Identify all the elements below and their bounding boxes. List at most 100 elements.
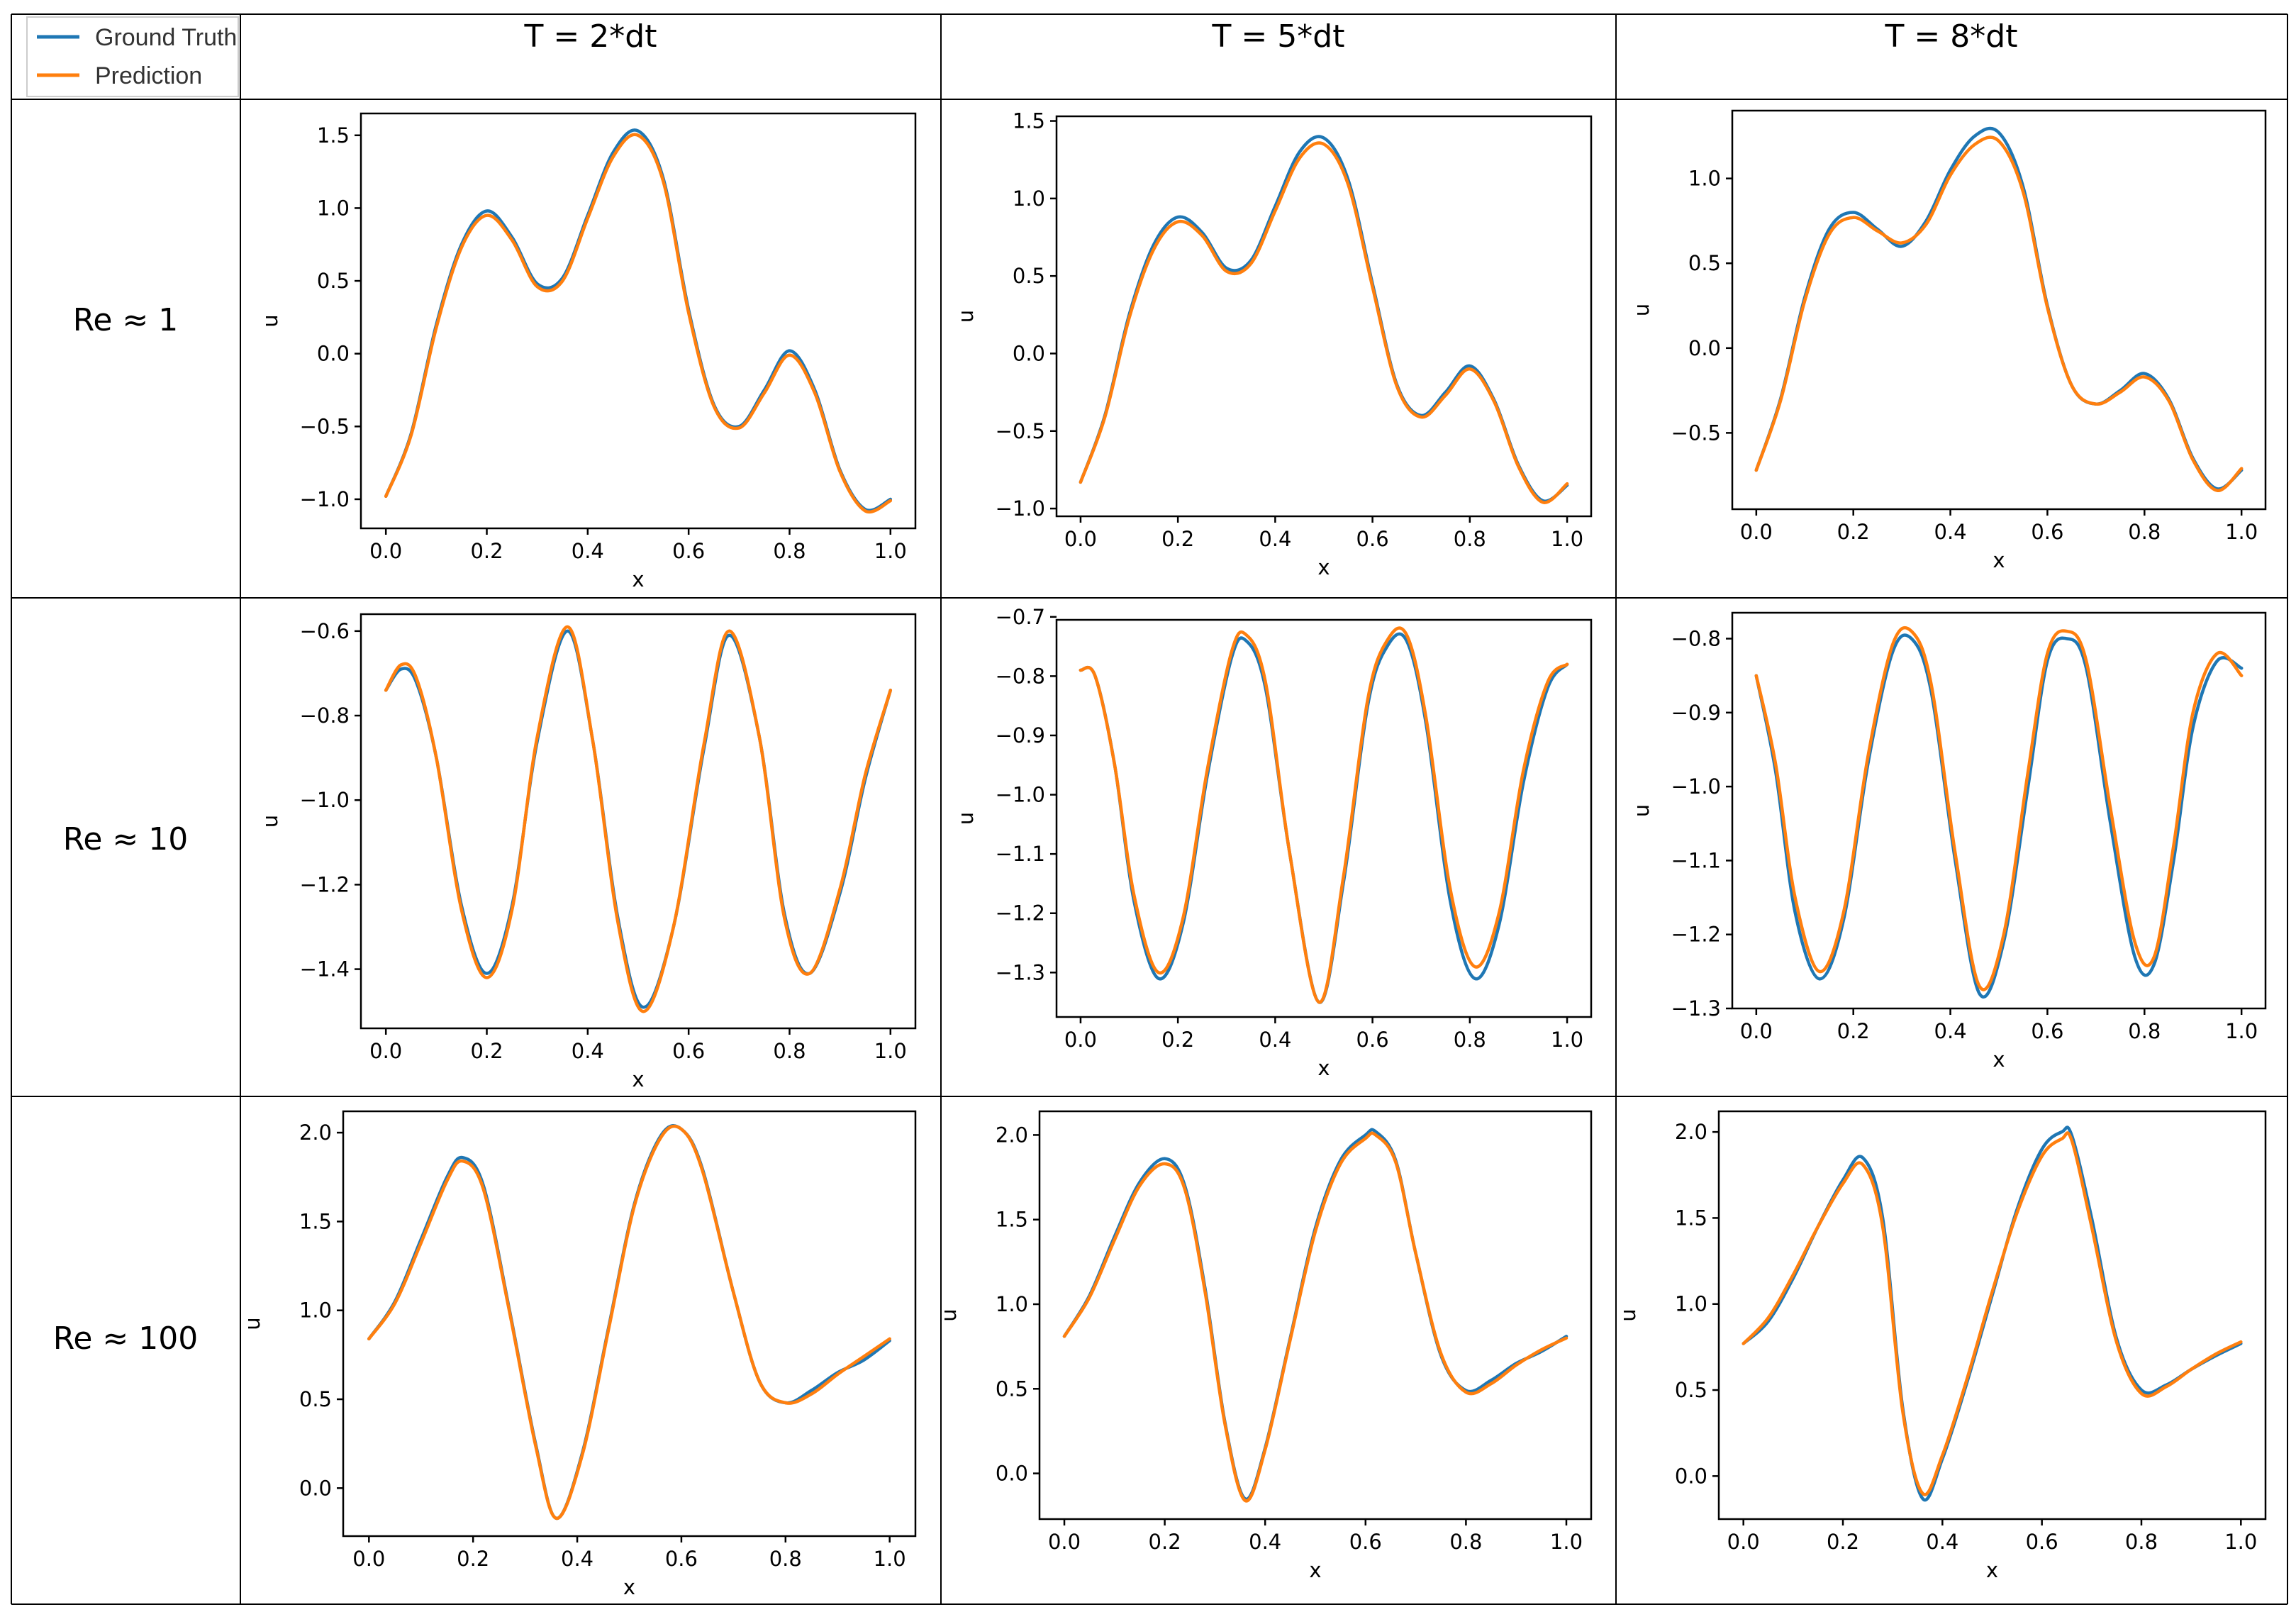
column-header-t8: T = 8*dt [1885,18,2018,55]
y-tick-label-r0c1: 0.5 [1013,264,1045,288]
axes-frame-r2c0 [342,1110,917,1538]
x-tick-label-r2c1: 0.2 [1149,1530,1181,1554]
x-tick-label-r1c2: 1.0 [2225,1019,2258,1043]
y-tick-label-r1c2: −1.2 [1671,923,1721,947]
axes-frame-r0c1 [1055,115,1593,518]
y-tick-label-r2c0: 2.0 [299,1121,332,1145]
x-tick-label-r1c0: 0.8 [773,1039,806,1063]
y-tick-label-r2c2: 2.0 [1675,1120,1707,1144]
series-line-prediction-r0c0 [384,133,893,514]
y-tick-label-r2c2: 0.5 [1675,1378,1707,1402]
subplot-r2c0: 0.0 0.2 0.4 0.6 0.8 1.0 0.0 0.5 1.0 1.5 2.0 x u [240,1110,917,1599]
y-tick-label-r0c2: −0.5 [1671,421,1721,445]
x-tick-label-r1c2: 0.4 [1934,1019,1967,1043]
y-tick-label-r2c0: 1.0 [299,1299,332,1323]
x-tick-label-r2c1: 0.4 [1249,1530,1281,1554]
y-tick-label-r1c0: −0.6 [300,619,350,643]
legend-box [26,16,239,97]
legend-label-ground-truth: Ground Truth [95,24,237,51]
x-axis-label-r0c1: x [1317,555,1330,579]
y-tick-label-r1c2: −1.0 [1671,774,1721,799]
y-tick-label-r2c2: 0.0 [1675,1464,1707,1488]
x-tick-label-r1c2: 0.2 [1837,1019,1870,1043]
x-tick-label-r2c0: 0.0 [352,1547,385,1571]
y-tick-label-r0c1: 1.0 [1013,187,1045,211]
y-tick-label-r0c0: 0.0 [317,342,350,366]
x-tick-label-r1c0: 0.2 [470,1039,503,1063]
x-tick-label-r0c0: 0.6 [672,539,705,563]
y-tick-label-r1c1: −0.8 [996,664,1045,688]
x-tick-label-r2c1: 0.8 [1449,1530,1482,1554]
x-axis-label-r0c0: x [632,567,644,591]
y-axis-label-r1c1: u [954,812,978,825]
series-line-ground-truth-r0c2 [1754,126,2244,491]
axes-frame-r1c2 [1731,611,2267,1010]
x-tick-label-r0c0: 1.0 [874,539,907,563]
y-tick-label-r1c2: −1.3 [1671,996,1721,1021]
x-tick-label-r2c1: 1.0 [1550,1530,1583,1554]
y-axis-label-r0c1: u [954,310,978,323]
x-tick-label-r1c1: 0.4 [1259,1028,1291,1052]
x-tick-label-r0c2: 0.2 [1837,520,1870,544]
x-tick-label-r0c0: 0.0 [369,539,402,563]
y-tick-label-r1c0: −1.0 [300,788,350,812]
legend-label-prediction: Prediction [95,62,202,89]
y-axis-label-r0c0: u [258,314,282,327]
column-header-t2: T = 2*dt [524,18,657,55]
y-tick-label-r2c0: 1.5 [299,1209,332,1233]
x-tick-label-r0c1: 0.0 [1064,527,1097,551]
x-tick-label-r2c0: 0.4 [561,1547,593,1571]
axes-frame-r0c0 [360,112,917,530]
x-tick-label-r0c2: 0.8 [2128,520,2161,544]
x-tick-label-r1c1: 0.8 [1454,1028,1486,1052]
x-tick-label-r1c1: 0.2 [1161,1028,1194,1052]
y-tick-label-r1c1: −1.2 [996,901,1045,925]
y-tick-label-r0c0: 1.5 [317,123,350,148]
row-header-re10: Re ≈ 10 [63,821,189,857]
subplot-r0c2: 0.0 0.2 0.4 0.6 0.8 1.0 −0.5 0.0 0.5 1.0 x u [1629,109,2267,572]
x-tick-label-r1c2: 0.6 [2031,1019,2063,1043]
y-tick-label-r2c1: 0.0 [996,1462,1028,1486]
x-tick-label-r1c0: 0.4 [572,1039,604,1063]
y-axis-label-r2c2: u [1616,1308,1640,1321]
x-tick-label-r2c2: 0.8 [2125,1530,2158,1554]
y-tick-label-r1c2: −0.8 [1671,627,1721,651]
y-tick-label-r0c1: 0.0 [1013,341,1045,365]
y-tick-label-r0c0: −0.5 [300,414,350,438]
x-tick-label-r1c0: 0.6 [672,1039,705,1063]
subplot-r1c2: 0.0 0.2 0.4 0.6 0.8 1.0 −1.3 −1.2 −1.1 −1.0 −0.9 −0… [1629,611,2267,1072]
y-tick-label-r2c2: 1.5 [1675,1206,1707,1230]
subplots: 0.0 0.2 0.4 0.6 0.8 1.0 −1.0 −0.5 0.0 0.5 1.0 1.5 x u… [240,109,2267,1599]
y-tick-label-r1c2: −0.9 [1671,701,1721,725]
x-tick-label-r1c2: 0.8 [2128,1019,2161,1043]
y-tick-label-r1c0: −1.2 [300,872,350,896]
y-tick-label-r1c1: −1.0 [996,783,1045,807]
series-line-prediction-r0c1 [1079,141,1569,504]
column-header-t5: T = 5*dt [1212,18,1345,55]
subplot-r2c1: 0.0 0.2 0.4 0.6 0.8 1.0 0.0 0.5 1.0 1.5 2.0 x u [937,1110,1593,1582]
x-tick-label-r1c0: 1.0 [874,1039,907,1063]
x-tick-label-r0c0: 0.4 [572,539,604,563]
row-header-re1: Re ≈ 1 [73,302,179,338]
subplot-r1c1: 0.0 0.2 0.4 0.6 0.8 1.0 −1.3 −1.2 −1.1 −1.0 −0.9 −0… [954,605,1593,1080]
x-axis-label-r2c2: x [1986,1558,1998,1582]
table-grid [11,13,2288,1605]
subplot-r1c0: 0.0 0.2 0.4 0.6 0.8 1.0 −1.4 −1.2 −1.0 −0.8 −0.6 x u [258,613,917,1091]
y-tick-label-r2c0: 0.5 [299,1387,332,1411]
series-line-prediction-r0c2 [1754,135,2244,492]
y-axis-label-r2c1: u [937,1308,961,1321]
y-axis-label-r1c2: u [1629,804,1654,817]
axes-frame-r2c2 [1717,1110,2267,1521]
y-tick-label-r0c0: 0.5 [317,269,350,293]
x-tick-label-r2c1: 0.0 [1048,1530,1081,1554]
x-axis-label-r2c0: x [623,1575,635,1599]
y-tick-label-r2c0: 0.0 [299,1476,332,1500]
y-tick-label-r2c1: 0.5 [996,1377,1028,1401]
x-tick-label-r2c0: 1.0 [874,1547,906,1571]
x-tick-label-r0c2: 0.6 [2031,520,2063,544]
x-tick-label-r0c1: 1.0 [1551,527,1583,551]
x-tick-label-r1c1: 1.0 [1551,1028,1583,1052]
y-tick-label-r2c1: 1.5 [996,1208,1028,1232]
x-tick-label-r2c1: 0.6 [1349,1530,1382,1554]
